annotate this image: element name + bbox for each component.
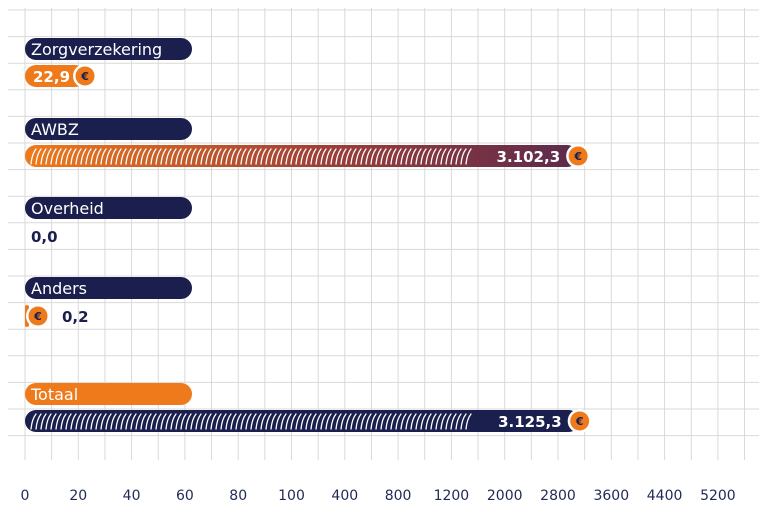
category-label: AWBZ bbox=[31, 120, 79, 139]
x-tick-label: 20 bbox=[69, 488, 87, 504]
x-tick-label: 4400 bbox=[647, 488, 683, 504]
x-tick-label: 40 bbox=[123, 488, 141, 504]
category-label: Anders bbox=[31, 279, 87, 298]
svg-text:€: € bbox=[33, 310, 42, 323]
value-label: 3.125,3 bbox=[498, 413, 562, 431]
category-label-bg bbox=[25, 383, 192, 405]
category-label-bg bbox=[25, 197, 192, 219]
x-tick-label: 0 bbox=[21, 488, 30, 504]
x-tick-label: 100 bbox=[278, 488, 305, 504]
svg-text:€: € bbox=[575, 415, 584, 428]
bars: Zorgverzekering 22,9 € AWBZ 3.102,3 € Overheid… bbox=[25, 38, 592, 433]
euro-icon: € bbox=[567, 409, 592, 433]
x-tick-label: 2000 bbox=[487, 488, 523, 504]
value-label: 22,9 bbox=[33, 68, 70, 86]
x-tick-label: 5200 bbox=[700, 488, 736, 504]
category-label-bg bbox=[25, 38, 192, 60]
x-tick-label: 400 bbox=[331, 488, 358, 504]
bar bbox=[25, 65, 87, 87]
x-axis: 0 20 40 60 80 100 400 800 1200 2000 2800 3600 4400 52… bbox=[21, 488, 736, 504]
x-tick-label: 800 bbox=[385, 488, 412, 504]
grid bbox=[8, 8, 759, 460]
euro-icon: € bbox=[566, 144, 591, 168]
category-label: Zorgverzekering bbox=[31, 40, 162, 59]
value-label: 0,2 bbox=[62, 308, 89, 326]
svg-text:€: € bbox=[573, 150, 582, 163]
value-label: 0,0 bbox=[31, 228, 58, 246]
x-tick-label: 60 bbox=[176, 488, 194, 504]
bar-pattern bbox=[30, 413, 472, 430]
x-tick-label: 1200 bbox=[434, 488, 470, 504]
x-tick-label: 80 bbox=[229, 488, 247, 504]
x-tick-label: 3600 bbox=[593, 488, 629, 504]
euro-icon: € bbox=[26, 304, 50, 328]
euro-icon: € bbox=[73, 64, 98, 88]
category-label: Totaal bbox=[30, 385, 78, 404]
category-label-bg bbox=[25, 277, 192, 299]
value-label: 3.102,3 bbox=[497, 148, 561, 166]
svg-text:€: € bbox=[80, 70, 89, 83]
x-tick-label: 2800 bbox=[540, 488, 576, 504]
category-label: Overheid bbox=[31, 199, 104, 218]
bar-pattern bbox=[30, 148, 472, 165]
category-label-bg bbox=[25, 118, 192, 140]
